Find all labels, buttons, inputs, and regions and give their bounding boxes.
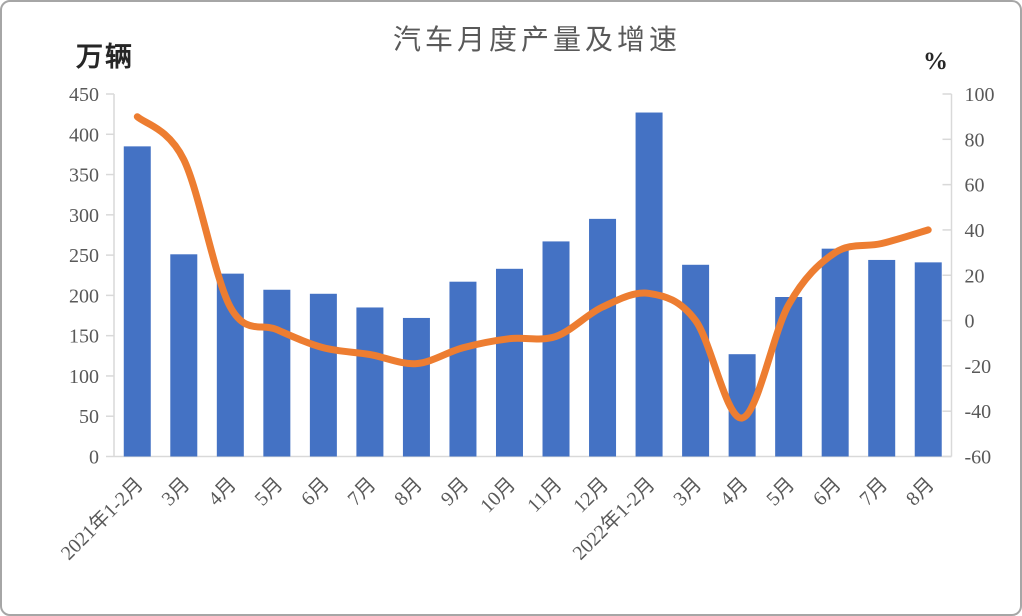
right-axis-tick-label: 40	[965, 220, 985, 242]
chart-title: 汽车月度产量及增速	[392, 25, 682, 56]
right-axis-tick-label: 80	[965, 129, 985, 151]
x-axis-category-label: 6月	[297, 473, 334, 510]
production-bar	[170, 254, 198, 457]
production-bar	[821, 248, 849, 457]
left-axis-tick-label: 250	[69, 245, 99, 267]
left-axis-tick-label: 0	[89, 447, 99, 469]
production-bar	[123, 146, 151, 457]
right-axis-tick-label: 0	[965, 311, 975, 333]
left-axis-tick-label: 350	[69, 165, 99, 187]
right-axis-tick-label: -20	[965, 356, 992, 378]
right-axis-tick-label: 60	[965, 175, 985, 197]
left-axis-tick-label: 200	[69, 285, 99, 307]
x-axis-category-label: 4月	[204, 473, 241, 510]
production-bar	[309, 293, 337, 457]
production-bar	[868, 259, 896, 457]
x-axis-category-label: 4月	[716, 473, 753, 510]
x-axis-category-label: 7月	[855, 473, 892, 510]
x-axis-category-label: 3月	[158, 473, 195, 510]
x-axis-category-label: 8月	[390, 473, 427, 510]
production-bar	[682, 264, 710, 457]
left-axis-tick-label: 150	[69, 326, 99, 348]
x-axis-category-label: 2021年1-2月	[56, 473, 148, 565]
right-axis-tick-label: 100	[965, 84, 995, 106]
x-axis-category-label: 5月	[251, 473, 288, 510]
x-axis-category-label: 11月	[523, 473, 566, 516]
production-bar	[589, 218, 617, 457]
right-axis-tick-label: -60	[965, 447, 992, 469]
x-axis-category-label: 8月	[902, 473, 939, 510]
production-bar	[542, 241, 570, 457]
right-axis-tick-label: -40	[965, 401, 992, 423]
x-axis-category-label: 7月	[344, 473, 381, 510]
x-axis-category-label: 9月	[437, 473, 474, 510]
right-axis-tick-label: 20	[965, 265, 985, 287]
left-axis-tick-label: 50	[79, 406, 99, 428]
x-axis-category-label: 10月	[476, 473, 520, 517]
x-axis-category-label: 3月	[669, 473, 706, 510]
production-bar	[402, 317, 430, 457]
x-axis-category-label: 2022年1-2月	[568, 473, 660, 565]
left-axis-tick-label: 100	[69, 366, 99, 388]
production-bar	[263, 289, 291, 457]
left-axis-tick-label: 300	[69, 205, 99, 227]
right-axis-unit-label: %	[923, 48, 948, 75]
left-axis-tick-label: 450	[69, 84, 99, 106]
production-bar	[495, 268, 523, 457]
production-bar	[914, 262, 942, 457]
x-axis-category-label: 5月	[762, 473, 799, 510]
production-bar	[449, 281, 477, 457]
production-bar	[635, 112, 663, 457]
left-axis-unit-label: 万辆	[76, 42, 134, 72]
x-axis-category-label: 6月	[809, 473, 846, 510]
left-axis-tick-label: 400	[69, 124, 99, 146]
production-bar	[356, 307, 384, 457]
growth-line	[133, 113, 932, 422]
